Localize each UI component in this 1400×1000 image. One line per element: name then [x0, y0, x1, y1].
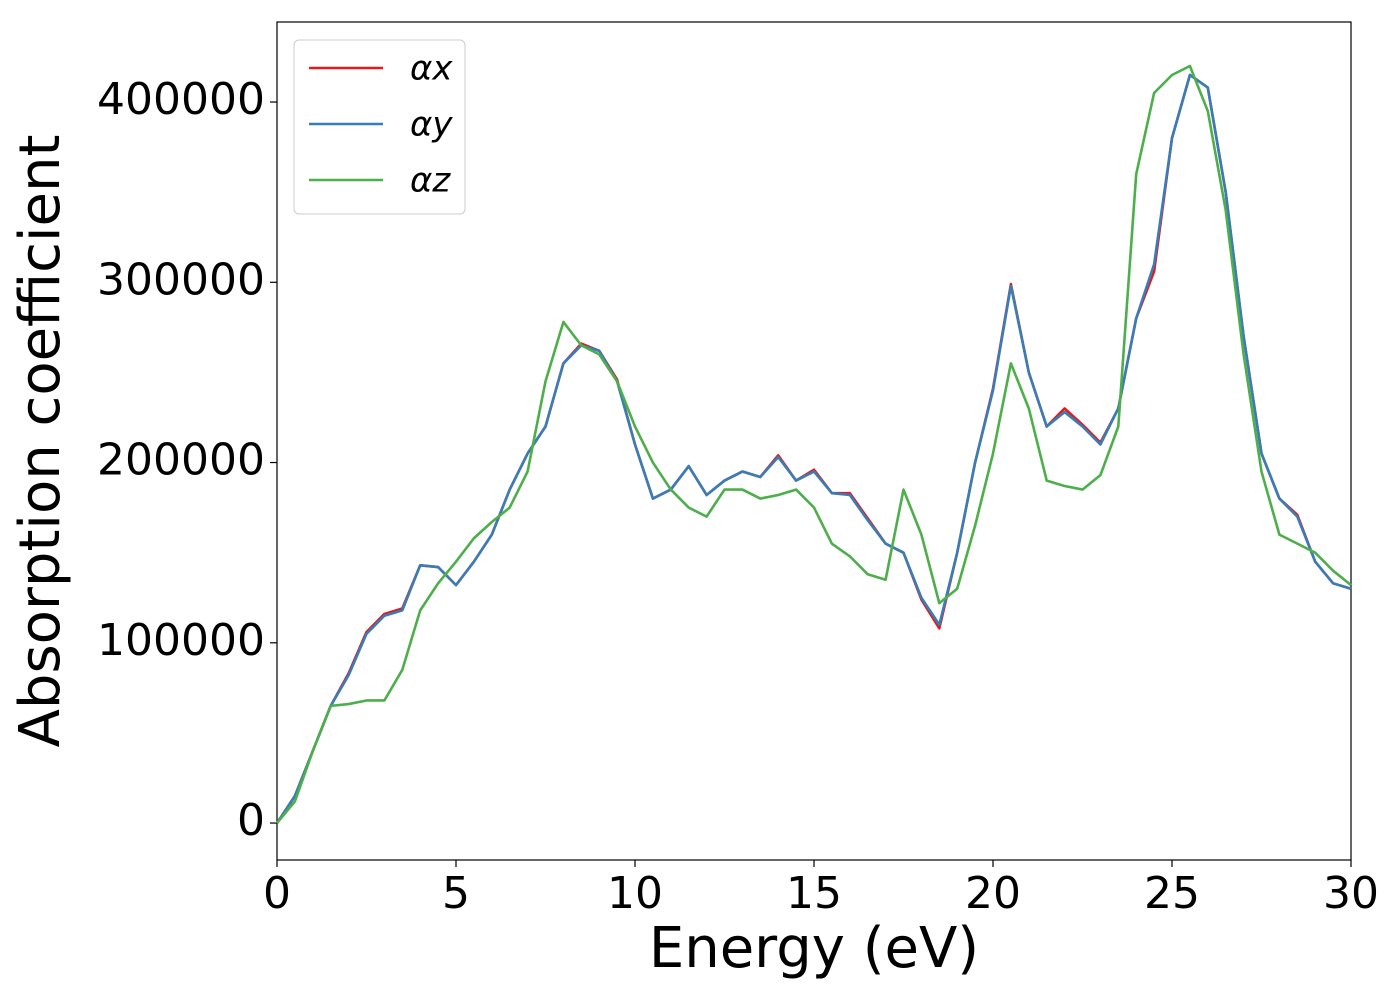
y-tick-label: 200000 — [97, 435, 265, 486]
series-line — [275, 64, 1352, 824]
y-axis-label: Absorption coefficient — [8, 135, 73, 748]
x-axis-label: Energy (eV) — [649, 916, 979, 981]
x-tick-label: 0 — [263, 868, 291, 919]
y-tick-label: 0 — [237, 795, 265, 846]
legend-label: αz — [410, 161, 451, 201]
x-tick-label: 5 — [442, 868, 470, 919]
series-line — [275, 73, 1352, 824]
x-tick-label: 20 — [965, 868, 1021, 919]
y-tick-label: 400000 — [97, 74, 265, 125]
y-tick-label: 100000 — [97, 615, 265, 666]
x-tick-label: 15 — [786, 868, 842, 919]
x-tick-label: 10 — [607, 868, 663, 919]
y-tick-label: 300000 — [97, 254, 265, 305]
legend-label: αy — [410, 105, 453, 145]
legend-label: αx — [410, 49, 453, 89]
x-tick-label: 25 — [1144, 868, 1200, 919]
x-tick-label: 30 — [1323, 868, 1379, 919]
legend-box — [293, 39, 466, 215]
